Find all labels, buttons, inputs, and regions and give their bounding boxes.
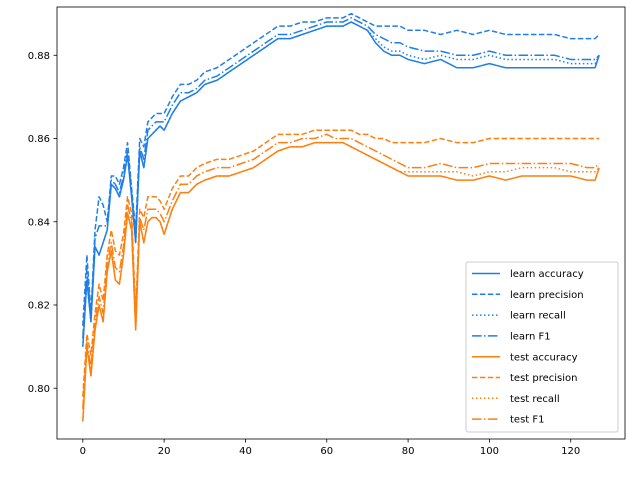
legend-entry: test F1 — [472, 415, 545, 426]
legend-label: learn F1 — [510, 332, 551, 343]
x-tick-label: 60 — [320, 446, 333, 457]
legend-entry: learn precision — [472, 290, 584, 301]
y-tick-label: 0.88 — [28, 51, 50, 62]
series-line-learn-f1 — [82, 17, 600, 339]
legend-box — [465, 261, 619, 433]
y-tick-label: 0.80 — [28, 384, 50, 395]
legend-entry: test precision — [472, 373, 578, 384]
legend-label: test F1 — [510, 415, 545, 426]
series-line-learn-precision — [82, 12, 600, 326]
y-tick-label: 0.82 — [28, 301, 50, 312]
axes-frame — [56, 6, 626, 440]
legend-entry: learn F1 — [472, 332, 551, 343]
x-tick-label: 0 — [80, 446, 86, 457]
legend-entry: learn recall — [472, 311, 566, 322]
legend-label: test precision — [510, 373, 578, 384]
x-tick-label: 40 — [239, 446, 252, 457]
y-tick-label: 0.84 — [28, 217, 50, 228]
series-line-test-precision — [82, 129, 600, 397]
series-line-learn-accuracy — [82, 21, 600, 347]
legend-entry: test recall — [472, 394, 560, 405]
legend-entry: learn accuracy — [472, 269, 584, 280]
axes: 0 20 40 60 80 100 120 0.80 0.82 0.84 0.86 0.88 — [28, 6, 626, 457]
legend-entry: test accuracy — [472, 352, 578, 363]
legend-label: learn recall — [510, 311, 566, 322]
x-tick-label: 100 — [480, 446, 499, 457]
x-tick-label: 20 — [158, 446, 171, 457]
series-line-test-f1 — [82, 133, 600, 410]
x-tick-label: 80 — [402, 446, 415, 457]
legend-label: learn accuracy — [510, 269, 584, 280]
legend-label: test accuracy — [510, 352, 578, 363]
y-tick-label: 0.86 — [28, 134, 50, 145]
legend-label: test recall — [510, 394, 560, 405]
series-line-test-accuracy — [82, 141, 600, 422]
series-lines — [82, 12, 600, 422]
legend-label: learn precision — [510, 290, 584, 301]
legend: learn accuracy learn precision learn recal… — [465, 261, 619, 433]
x-tick-label: 120 — [561, 446, 580, 457]
